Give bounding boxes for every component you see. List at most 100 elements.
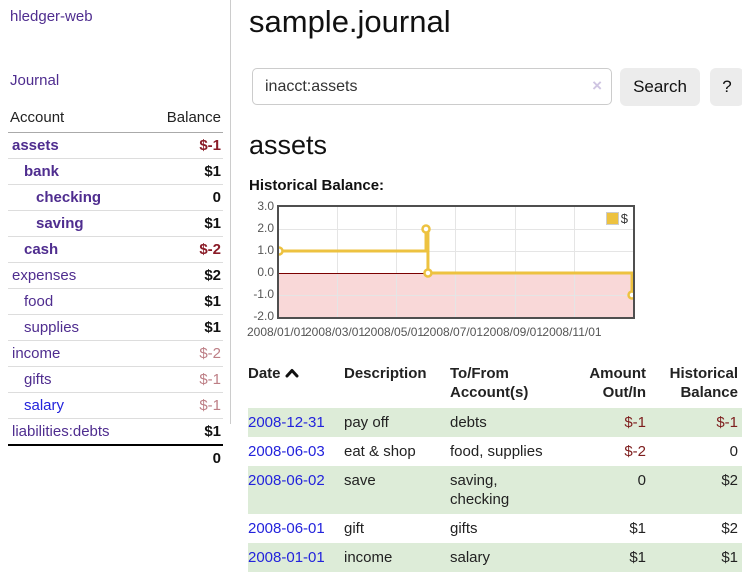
account-link-bank[interactable]: bank bbox=[24, 163, 60, 180]
header-amount: Amount Out/In bbox=[589, 365, 646, 401]
account-row: gifts $-1 bbox=[8, 366, 223, 393]
account-row: saving $1 bbox=[8, 210, 223, 237]
gridline bbox=[279, 295, 633, 296]
search-input[interactable] bbox=[252, 68, 612, 105]
gridline bbox=[337, 207, 339, 317]
register-table: Date Description To/From Account(s) Amou… bbox=[248, 360, 742, 572]
y-axis-tick-label: 0.0 bbox=[257, 265, 274, 279]
account-row: liabilities:debts $1 bbox=[8, 418, 223, 445]
account-link-assets[interactable]: assets bbox=[12, 137, 59, 154]
y-axis-tick-label: -2.0 bbox=[253, 309, 274, 323]
transaction-accounts: gifts bbox=[450, 520, 478, 537]
transaction-date-link[interactable]: 2008-12-31 bbox=[248, 414, 325, 431]
register-row[interactable]: 2008-06-01 gift gifts $1 $2 bbox=[248, 514, 742, 543]
chart-legend: $ bbox=[605, 211, 628, 226]
sidebar-item-journal[interactable]: Journal bbox=[10, 72, 60, 89]
transaction-description: income bbox=[344, 543, 450, 572]
account-balance: $-1 bbox=[199, 137, 221, 154]
accounts-total-row: 0 bbox=[8, 444, 223, 471]
account-balance: $2 bbox=[145, 262, 223, 289]
header-date[interactable]: Date bbox=[248, 360, 344, 408]
y-axis-tick-label: 1.0 bbox=[257, 243, 274, 257]
gridline bbox=[279, 251, 633, 252]
clear-search-icon[interactable]: × bbox=[592, 76, 602, 95]
y-axis-tick-label: 3.0 bbox=[257, 199, 274, 213]
gridline bbox=[396, 207, 398, 317]
account-link-checking[interactable]: checking bbox=[36, 189, 102, 206]
transaction-description: eat & shop bbox=[344, 443, 416, 460]
page-title: sample.journal bbox=[249, 4, 451, 39]
register-row[interactable]: 2008-06-03 eat & shop food, supplies $-2… bbox=[248, 437, 742, 466]
legend-swatch-icon bbox=[605, 212, 619, 225]
sort-ascending-icon bbox=[285, 365, 299, 384]
accounts-table: Account Balance assets $-1 bank $1 checkin… bbox=[8, 106, 223, 471]
historical-balance-chart: $ 2008/01/01 2008/03/01 2008/05/01 2008/07/… bbox=[247, 199, 688, 342]
transaction-description: gift bbox=[344, 520, 365, 537]
gridline bbox=[279, 229, 633, 230]
transaction-amount: $1 bbox=[629, 520, 646, 537]
gridline bbox=[515, 207, 516, 317]
transaction-balance: $2 bbox=[650, 466, 742, 514]
account-heading: assets bbox=[249, 130, 328, 160]
x-axis-tick-label: 2008/01/01 bbox=[246, 325, 308, 339]
account-balance: $1 bbox=[145, 158, 223, 185]
account-balance: $-1 bbox=[145, 366, 223, 393]
transaction-accounts: salary bbox=[450, 543, 568, 572]
y-axis-tick-label: 2.0 bbox=[257, 221, 274, 235]
account-row: supplies $1 bbox=[8, 314, 223, 341]
accounts-header-balance: Balance bbox=[145, 106, 223, 133]
account-balance: $-2 bbox=[145, 340, 223, 367]
transaction-amount: $1 bbox=[568, 543, 650, 572]
transaction-balance: 0 bbox=[729, 443, 738, 460]
account-link-salary[interactable]: salary bbox=[24, 397, 65, 414]
transaction-amount: 0 bbox=[568, 466, 650, 514]
account-balance: $1 bbox=[145, 314, 223, 341]
account-row: salary $-1 bbox=[8, 392, 223, 419]
register-row[interactable]: 2008-06-02 save saving, checking 0 $2 bbox=[248, 466, 742, 514]
chart-title: Historical Balance: bbox=[249, 177, 385, 194]
account-balance: $1 bbox=[145, 210, 223, 237]
header-historical: Historical Balance bbox=[669, 365, 738, 401]
help-button[interactable]: ? bbox=[710, 68, 742, 106]
account-row: income $-2 bbox=[8, 340, 223, 367]
x-axis-tick-label: 2008/07/01 bbox=[423, 325, 484, 339]
account-link-expenses[interactable]: expenses bbox=[12, 267, 77, 284]
search-button[interactable]: Search bbox=[620, 68, 700, 106]
brand-link[interactable]: hledger-web bbox=[10, 8, 93, 25]
account-balance: 0 bbox=[145, 184, 223, 211]
y-axis-tick-label: -1.0 bbox=[253, 287, 274, 301]
transaction-amount: $-1 bbox=[568, 408, 650, 437]
x-axis-tick-label: 2008/09/01 bbox=[482, 325, 544, 339]
header-description: Description bbox=[344, 365, 427, 382]
transaction-date-link[interactable]: 2008-06-02 bbox=[248, 472, 325, 489]
account-link-income[interactable]: income bbox=[12, 345, 61, 362]
transaction-accounts: food, supplies bbox=[450, 443, 543, 460]
register-row[interactable]: 2008-01-01 income salary $1 $1 bbox=[248, 543, 742, 572]
account-link-supplies[interactable]: supplies bbox=[24, 319, 80, 336]
x-axis-tick-label: 2008/11/01 bbox=[542, 325, 602, 339]
account-link-food[interactable]: food bbox=[24, 293, 54, 310]
gridline bbox=[455, 207, 457, 317]
transaction-date-link[interactable]: 2008-01-01 bbox=[248, 549, 325, 566]
account-link-liabilities-debts[interactable]: liabilities:debts bbox=[12, 423, 110, 440]
account-link-cash[interactable]: cash bbox=[24, 241, 59, 258]
transaction-description: pay off bbox=[344, 408, 450, 437]
register-row[interactable]: 2008-12-31 pay off debts $-1 $-1 bbox=[248, 408, 742, 437]
account-balance: $-1 bbox=[145, 392, 223, 419]
register-header-row: Date Description To/From Account(s) Amou… bbox=[248, 360, 742, 408]
x-axis-tick-label: 2008/05/01 bbox=[364, 325, 425, 339]
account-link-gifts[interactable]: gifts bbox=[24, 371, 52, 388]
accounts-total: 0 bbox=[145, 444, 223, 471]
transaction-balance: $-1 bbox=[650, 408, 742, 437]
account-row: checking 0 bbox=[8, 184, 223, 211]
transaction-accounts: debts bbox=[450, 408, 568, 437]
gridline bbox=[574, 207, 575, 317]
chart-plot: $ bbox=[277, 205, 635, 319]
transaction-date-link[interactable]: 2008-06-03 bbox=[248, 443, 325, 460]
account-link-saving[interactable]: saving bbox=[36, 215, 84, 232]
transaction-balance: $1 bbox=[650, 543, 742, 572]
account-balance: $1 bbox=[145, 418, 223, 445]
balance-line bbox=[279, 224, 633, 300]
transaction-date-link[interactable]: 2008-06-01 bbox=[248, 520, 325, 537]
account-row: food $1 bbox=[8, 288, 223, 315]
